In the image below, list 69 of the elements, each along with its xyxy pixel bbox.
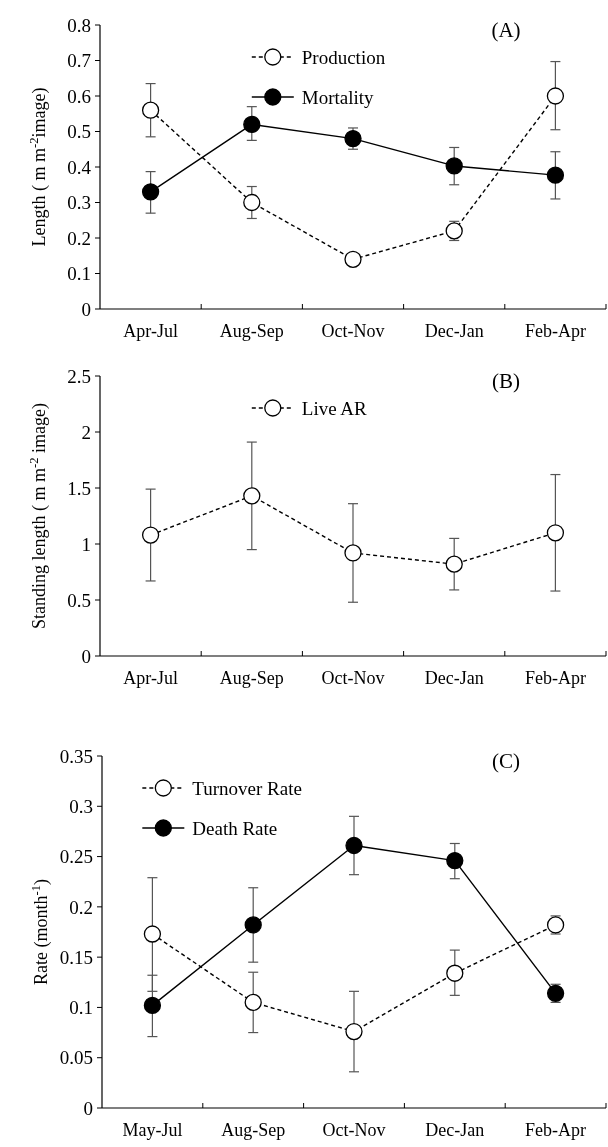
x-tick-label: Dec-Jan: [425, 1120, 485, 1140]
y-tick-label: 0.6: [67, 85, 91, 107]
x-tick-label: Feb-Apr: [524, 321, 586, 341]
y-tick-label: 0.25: [59, 846, 93, 868]
point: [546, 916, 565, 934]
x-tick-label: Aug-Sep: [219, 668, 284, 688]
y-tick-label: 0.5: [67, 121, 91, 143]
y-tick-label: 1: [81, 533, 91, 555]
x-tick-label: Oct-Nov: [321, 668, 385, 688]
y-tick-label: 0.8: [67, 14, 91, 36]
y-tick-label: 1.5: [67, 477, 91, 499]
y-tick-label: 0: [83, 1097, 93, 1119]
y-tick-label: 0.15: [59, 946, 93, 968]
x-tick-label: Dec-Jan: [424, 668, 484, 688]
y-tick-label: 2.5: [67, 365, 91, 387]
x-tick-label: Aug-Sep: [219, 321, 284, 341]
x-tick-label: Aug-Sep: [221, 1120, 286, 1140]
y-tick-label: 2: [81, 421, 91, 443]
x-tick-label: Feb-Apr: [525, 1120, 587, 1140]
y-tick-label: 0.1: [67, 263, 91, 285]
y-tick-label: 0.35: [59, 745, 93, 767]
y-tick-label: 0: [81, 645, 91, 667]
annotation: (B): [492, 369, 520, 393]
y-tick-label: 0.05: [59, 1047, 93, 1069]
point: [244, 916, 262, 934]
y-tick-label: 0.7: [67, 50, 91, 72]
annotation: (A): [491, 18, 521, 42]
point: [445, 555, 463, 573]
legend-label: Turnover Rate: [192, 777, 302, 799]
point: [141, 101, 160, 119]
y-tick-label: 0.2: [67, 227, 91, 249]
point: [244, 993, 262, 1012]
legend-label: Live AR: [301, 397, 368, 419]
point: [243, 487, 261, 505]
legend-label: Production: [301, 46, 386, 68]
y-tick-label: 0.1: [69, 997, 93, 1019]
y-tick-label: 0.3: [69, 795, 93, 817]
y-tick-label: 0.4: [67, 156, 92, 178]
point: [546, 984, 565, 1002]
point: [345, 836, 363, 855]
x-tick-label: May-Jul: [122, 1120, 183, 1140]
point: [243, 193, 261, 212]
point: [143, 925, 162, 943]
point: [344, 250, 362, 268]
legend-label: Mortality: [301, 86, 375, 108]
x-tick-label: Apr-Jul: [123, 668, 178, 688]
point: [345, 1022, 363, 1041]
y-tick-label: 0.5: [67, 589, 91, 611]
y-tick-label: 0.2: [69, 896, 93, 918]
y-tick-label: 0: [81, 298, 91, 320]
x-tick-label: Oct-Nov: [322, 1120, 386, 1140]
y-tick-label: 0.3: [67, 192, 91, 214]
x-tick-label: Dec-Jan: [424, 321, 484, 341]
point: [546, 166, 565, 184]
point: [141, 183, 160, 201]
point: [546, 87, 565, 105]
point: [546, 524, 565, 542]
x-tick-label: Apr-Jul: [123, 321, 178, 341]
point: [141, 526, 160, 544]
legend-label: Death Rate: [192, 817, 278, 839]
point: [143, 996, 162, 1015]
point: [446, 964, 464, 982]
x-tick-label: Feb-Apr: [524, 668, 586, 688]
point: [445, 157, 463, 175]
point: [243, 115, 261, 134]
annotation: (C): [492, 749, 520, 773]
x-tick-label: Oct-Nov: [321, 321, 385, 341]
point: [446, 851, 464, 870]
point: [344, 544, 362, 562]
